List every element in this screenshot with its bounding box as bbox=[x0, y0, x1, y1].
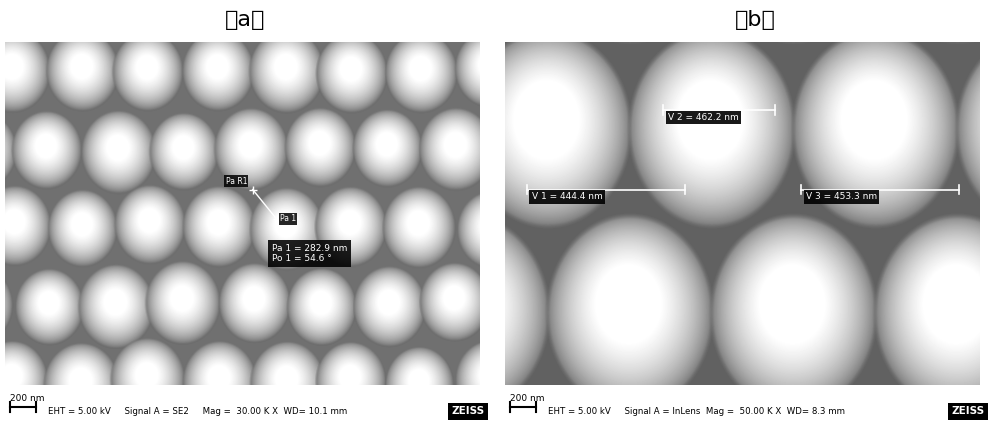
Text: Pa R1: Pa R1 bbox=[226, 176, 247, 186]
Text: ZEISS: ZEISS bbox=[952, 407, 985, 416]
Text: 200 nm: 200 nm bbox=[510, 394, 544, 403]
Text: （a）: （a） bbox=[225, 10, 265, 30]
Text: V 1 = 444.4 nm: V 1 = 444.4 nm bbox=[532, 192, 602, 202]
Text: V 3 = 453.3 nm: V 3 = 453.3 nm bbox=[806, 192, 877, 202]
Text: （b）: （b） bbox=[735, 10, 775, 30]
Text: ZEISS: ZEISS bbox=[452, 407, 485, 416]
Text: V 2 = 462.2 nm: V 2 = 462.2 nm bbox=[668, 113, 739, 122]
Text: EHT = 5.00 kV     Signal A = SE2     Mag =  30.00 K X  WD= 10.1 mm: EHT = 5.00 kV Signal A = SE2 Mag = 30.00… bbox=[48, 407, 347, 416]
Text: Pa 1: Pa 1 bbox=[280, 214, 296, 224]
Text: Pa 1 = 282.9 nm
Po 1 = 54.6 °: Pa 1 = 282.9 nm Po 1 = 54.6 ° bbox=[272, 244, 347, 263]
Text: EHT = 5.00 kV     Signal A = InLens  Mag =  50.00 K X  WD= 8.3 mm: EHT = 5.00 kV Signal A = InLens Mag = 50… bbox=[548, 407, 845, 416]
Text: 200 nm: 200 nm bbox=[10, 394, 44, 403]
